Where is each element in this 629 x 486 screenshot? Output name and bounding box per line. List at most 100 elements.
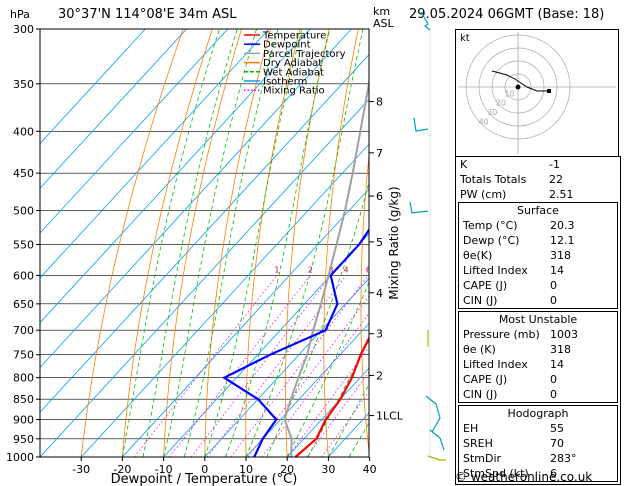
wind-barb bbox=[409, 201, 429, 214]
km-tick-label: 4 bbox=[376, 287, 383, 300]
mixing-ratio-line bbox=[287, 346, 369, 457]
dry-adiabat-line bbox=[204, 29, 272, 457]
dry-adiabat-line bbox=[163, 29, 242, 457]
pressure-tick-label: 350 bbox=[13, 78, 34, 91]
mixing-ratio-line bbox=[247, 295, 369, 457]
most-unstable-row: θe (K) 318 bbox=[463, 343, 571, 356]
temperature-tick-label: -10 bbox=[155, 463, 173, 476]
temperature-tick-label: 30 bbox=[321, 463, 335, 476]
dewpoint-line bbox=[221, 227, 369, 457]
hodograph-row: SREH 70 bbox=[463, 437, 564, 450]
isotherm-line bbox=[40, 29, 146, 145]
hodograph-storm-marker bbox=[515, 84, 521, 90]
km-tick-label: 8 bbox=[376, 96, 383, 109]
surface-row: CIN (J) 0 bbox=[463, 294, 557, 307]
isotherm-line bbox=[122, 188, 369, 457]
wet-adiabat-line bbox=[142, 29, 238, 457]
km-tick-label: 2 bbox=[376, 369, 383, 382]
mixing-ratio-label: 1 bbox=[274, 265, 279, 274]
surface-row: Dewp (°C) 12.1 bbox=[463, 234, 575, 247]
indices-table: K -1 Totals Totals 22 PW (cm) 2.51 Surface … bbox=[455, 156, 621, 485]
surface-row: Temp (°C) 20.3 bbox=[463, 219, 575, 232]
hodograph-ring-label: 20 bbox=[496, 99, 506, 108]
legend-label: Mixing Ratio bbox=[263, 86, 325, 97]
mixing-ratio-line bbox=[207, 275, 347, 457]
legend-label: Dry Adiabat bbox=[263, 58, 322, 69]
asl-unit-label: ASL bbox=[373, 17, 394, 30]
most-unstable-row: CAPE (J) 0 bbox=[463, 373, 557, 386]
index-row-k: K -1 bbox=[460, 158, 560, 171]
dry-adiabat-line bbox=[80, 29, 184, 457]
temperature-tick-label: 40 bbox=[363, 463, 377, 476]
km-tick-label: 1LCL bbox=[376, 410, 404, 423]
pressure-tick-label: 650 bbox=[13, 298, 34, 311]
mixing-ratio-line bbox=[190, 275, 332, 457]
isotherm-line bbox=[40, 29, 270, 279]
hpa-unit-label: hPa bbox=[10, 8, 30, 21]
hodograph-unit-label: kt bbox=[460, 33, 470, 44]
pressure-tick-label: 500 bbox=[13, 205, 34, 218]
parcel-trajectory-line bbox=[283, 77, 369, 457]
mixing-ratio-axis-title: Mixing Ratio (g/kg) bbox=[387, 186, 401, 299]
temperature-line bbox=[294, 335, 369, 457]
wet-adiabat-line bbox=[183, 29, 279, 457]
pressure-tick-label: 550 bbox=[13, 238, 34, 251]
wet-adiabat-line bbox=[122, 29, 220, 457]
credit-text: © weatheronline.co.uk bbox=[455, 470, 593, 484]
pressure-tick-label: 400 bbox=[13, 125, 34, 138]
isotherm-line bbox=[40, 98, 369, 457]
isotherm-line bbox=[40, 54, 369, 413]
location-title: 30°37'N 114°08'E 34m ASL bbox=[58, 7, 237, 22]
pressure-tick-label: 450 bbox=[13, 167, 34, 180]
most-unstable-section: Most Unstable Pressure (mb) 1003 θe (K) 31… bbox=[458, 311, 618, 403]
hodograph-section: Hodograph EH 55 SREH 70 StmDir 283° StmSpd … bbox=[458, 405, 618, 482]
mixing-ratio-label: 4 bbox=[344, 265, 349, 274]
wind-barb bbox=[425, 395, 441, 433]
most-unstable-title: Most Unstable bbox=[498, 313, 578, 326]
hodograph-table-title: Hodograph bbox=[507, 407, 569, 420]
pressure-tick-label: 750 bbox=[13, 349, 34, 362]
isotherm-line bbox=[40, 29, 311, 324]
isotherm-line bbox=[204, 277, 369, 457]
mixing-ratio-line bbox=[261, 312, 369, 457]
hodograph-end-marker bbox=[547, 89, 551, 93]
dry-adiabat-line bbox=[360, 152, 369, 456]
hodograph-row: EH 55 bbox=[463, 422, 564, 435]
hodograph-row: StmSpd (kt) 6 bbox=[463, 467, 557, 480]
surface-row: θe(K) 318 bbox=[463, 249, 571, 262]
legend-label: Isotherm bbox=[263, 77, 307, 88]
legend-label: Wet Adiabat bbox=[263, 67, 324, 78]
hodograph-ring-label: 10 bbox=[504, 89, 514, 98]
most-unstable-row: CIN (J) 0 bbox=[463, 388, 557, 401]
km-unit-label: km bbox=[373, 5, 391, 18]
x-axis-title: Dewpoint / Temperature (°C) bbox=[111, 472, 298, 486]
temperature-tick-label: -30 bbox=[72, 463, 90, 476]
hodograph-row: StmDir 283° bbox=[463, 452, 577, 465]
wet-adiabat-line bbox=[286, 281, 369, 457]
mixing-ratio-line bbox=[306, 371, 369, 457]
mixing-ratio-line bbox=[321, 391, 369, 457]
dry-adiabat-line bbox=[621, 29, 629, 457]
wind-barb bbox=[427, 455, 446, 461]
temperature-tick-label: 10 bbox=[239, 463, 253, 476]
legend-label: Temperature bbox=[262, 31, 326, 42]
surface-section: Surface Temp (°C) 20.3 Dewp (°C) 12.1 θe(K… bbox=[458, 202, 618, 309]
pressure-tick-label: 900 bbox=[13, 414, 34, 427]
dry-adiabat-line bbox=[245, 29, 301, 457]
most-unstable-row: Lifted Index 14 bbox=[463, 358, 564, 371]
surface-row: Lifted Index 14 bbox=[463, 264, 564, 277]
hodograph-ring-label: 30 bbox=[487, 108, 497, 117]
isotherm-line bbox=[286, 367, 369, 457]
legend-label: Dewpoint bbox=[263, 40, 311, 51]
temperature-tick-label: -20 bbox=[113, 463, 131, 476]
hodograph-frame bbox=[455, 29, 619, 157]
isotherm-line bbox=[245, 322, 369, 457]
hodograph-ring-label: 40 bbox=[479, 117, 489, 126]
index-row-pw: PW (cm) 2.51 bbox=[460, 188, 574, 201]
mixing-ratio-label: 20 bbox=[435, 265, 445, 274]
surface-row: CAPE (J) 0 bbox=[463, 279, 557, 292]
pressure-tick-label: 850 bbox=[13, 393, 34, 406]
dry-adiabat-line bbox=[323, 29, 359, 457]
